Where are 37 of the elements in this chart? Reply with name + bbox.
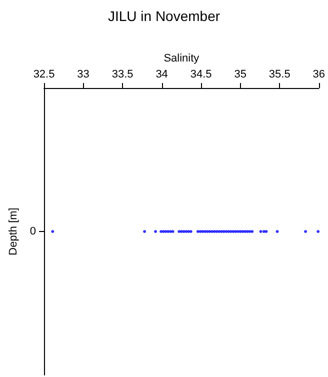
point: [171, 230, 174, 233]
point: [259, 230, 262, 233]
x-tick-label: 33.5: [112, 68, 134, 80]
y-tick-label: 0: [30, 226, 36, 238]
point: [276, 230, 279, 233]
x-tick-label: 35: [234, 68, 246, 80]
point: [238, 230, 242, 233]
point: [262, 230, 266, 233]
x-tick-label: 32.5: [33, 68, 55, 80]
x-tick-label: 35.5: [268, 68, 290, 80]
x-tick-label: 34.5: [190, 68, 212, 80]
point: [246, 230, 249, 233]
x-tick-label: 34: [156, 68, 168, 80]
x-tick-label: 33: [77, 68, 90, 80]
point: [196, 230, 200, 233]
y-axis-title: Depth [m]: [8, 208, 20, 256]
point: [227, 230, 230, 233]
point: [162, 230, 165, 233]
point: [189, 230, 192, 233]
point: [143, 230, 146, 233]
point: [51, 230, 54, 233]
point: [222, 230, 226, 233]
point: [154, 230, 158, 233]
point: [244, 230, 247, 233]
point: [204, 230, 207, 233]
chart-title: JILU in November: [108, 8, 220, 24]
point: [316, 230, 320, 233]
point: [160, 230, 163, 233]
point: [264, 230, 268, 233]
point: [304, 230, 308, 233]
point: [250, 230, 254, 233]
x-axis-title: Salinity: [164, 52, 200, 64]
point: [220, 230, 223, 233]
point: [229, 230, 232, 233]
point: [187, 230, 190, 233]
x-tick-label: 36: [312, 68, 326, 80]
point: [206, 230, 209, 233]
